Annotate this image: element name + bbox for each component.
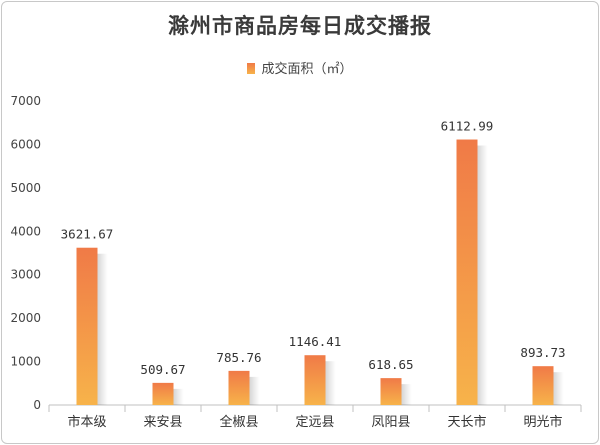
category-label: 市本级	[67, 414, 106, 430]
legend-label: 成交面积（㎡）	[261, 62, 353, 77]
y-tick-label: 5000	[10, 181, 41, 195]
bar	[152, 382, 174, 405]
bar	[532, 366, 554, 405]
bar-shadow	[325, 361, 336, 405]
category-label: 定远县	[295, 415, 334, 430]
data-label: 6112.99	[441, 119, 494, 134]
bar-shadow	[173, 388, 184, 405]
bar	[456, 139, 478, 405]
labels-group: 3621.67 市本级 509.67 来安县 785.76 全椒县 1146.41 定远县 61…	[61, 119, 566, 430]
y-tick-label: 1000	[10, 355, 41, 369]
category-label: 明光市	[523, 414, 562, 430]
category-label: 天长市	[447, 414, 486, 430]
bar-shadow	[97, 253, 108, 405]
bars-group	[76, 139, 564, 405]
data-label: 3621.67	[61, 227, 114, 242]
chart-title: 滁州市商品房每日成交播报	[168, 13, 432, 38]
y-tick-label: 0	[33, 398, 41, 412]
bar-shadow	[249, 376, 260, 405]
bar	[380, 378, 402, 405]
bar	[304, 355, 326, 405]
category-label: 来安县	[143, 415, 182, 430]
category-label: 全椒县	[219, 414, 258, 430]
y-tick-label: 3000	[10, 268, 41, 282]
legend-swatch	[247, 63, 256, 74]
y-tick-label: 4000	[10, 224, 41, 238]
data-label: 618.65	[368, 357, 413, 372]
y-tick-label: 2000	[10, 311, 41, 325]
data-label: 893.73	[520, 345, 565, 360]
bar-shadow	[553, 372, 564, 405]
data-label: 1146.41	[289, 334, 342, 349]
chart-legend: 成交面积（㎡）	[0, 58, 600, 77]
bar-shadow	[401, 384, 412, 405]
data-label: 785.76	[216, 350, 261, 365]
bar	[76, 247, 98, 405]
bar	[228, 370, 250, 405]
category-label: 凤阳县	[371, 415, 410, 430]
data-label: 509.67	[140, 362, 185, 377]
y-tick-label: 6000	[10, 137, 41, 151]
bar-shadow	[477, 145, 488, 405]
y-tick-label: 7000	[10, 94, 41, 108]
